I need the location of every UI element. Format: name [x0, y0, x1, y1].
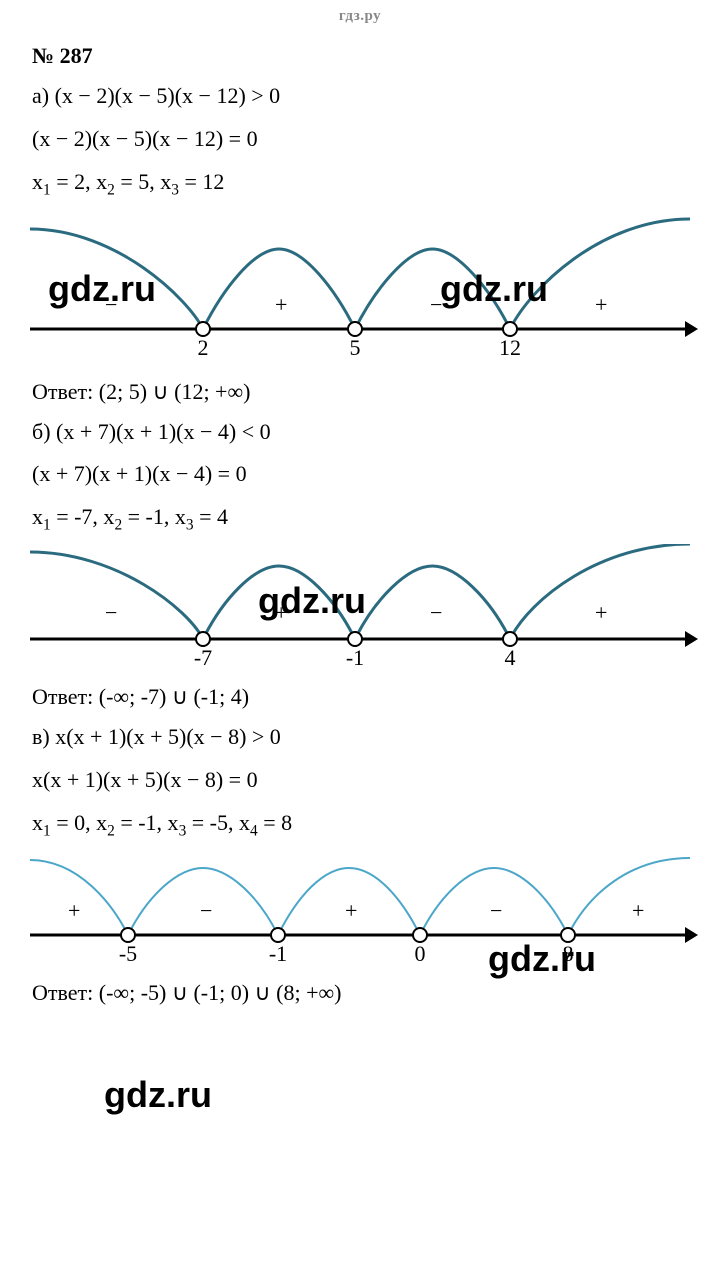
sign-label: +	[68, 898, 80, 924]
sign-label: +	[632, 898, 644, 924]
sign-label: −	[490, 898, 502, 924]
answer-b: Ответ: (-∞; -7) ∪ (-1; 4)	[32, 684, 720, 710]
axis-tick-label: -1	[269, 941, 287, 967]
sign-label: −	[105, 292, 117, 318]
part-b-roots: x1 = -7, x2 = -1, x3 = 4	[32, 502, 720, 536]
axis-tick-label: -5	[119, 941, 137, 967]
axis-tick-label: 0	[415, 941, 426, 967]
part-c-inequality: в) x(x + 1)(x + 5)(x − 8) > 0	[32, 722, 720, 753]
sign-label: −	[200, 898, 212, 924]
axis-tick-label: 4	[505, 645, 516, 671]
sign-chart-a: − + − +2 5 12	[20, 209, 700, 369]
part-b-inequality: б) (x + 7)(x + 1)(x − 4) < 0	[32, 417, 720, 448]
answer-a: Ответ: (2; 5) ∪ (12; +∞)	[32, 379, 720, 405]
sign-label: −	[430, 600, 442, 626]
part-b-equation: (x + 7)(x + 1)(x − 4) = 0	[32, 459, 720, 490]
sign-label: +	[595, 292, 607, 318]
sign-label: −	[430, 292, 442, 318]
part-a-equation: (x − 2)(x − 5)(x − 12) = 0	[32, 124, 720, 155]
sign-chart-b: − + − + -7 -1 4	[20, 544, 700, 674]
axis-tick-label: 12	[499, 335, 521, 361]
sign-label: +	[275, 292, 287, 318]
axis-tick-label: 8	[563, 941, 574, 967]
part-c-equation: x(x + 1)(x + 5)(x − 8) = 0	[32, 765, 720, 796]
sign-label: +	[275, 600, 287, 626]
axis-tick-label: 2	[198, 335, 209, 361]
sign-chart-c: + − + − + -5 -1 0 8	[20, 850, 700, 970]
axis-tick-label: -1	[346, 645, 364, 671]
axis-tick-label: -7	[194, 645, 212, 671]
sign-label: +	[345, 898, 357, 924]
axis-tick-label: 5	[350, 335, 361, 361]
sign-label: +	[595, 600, 607, 626]
site-header: гдз.ру	[0, 0, 720, 25]
part-a-inequality: а) (x − 2)(x − 5)(x − 12) > 0	[32, 81, 720, 112]
sign-label: −	[105, 600, 117, 626]
answer-c: Ответ: (-∞; -5) ∪ (-1; 0) ∪ (8; +∞)	[32, 980, 720, 1006]
page: гдз.ру № 287 а) (x − 2)(x − 5)(x − 12) >…	[0, 0, 720, 1269]
watermark: gdz.ru	[104, 1074, 212, 1116]
part-a-roots: x1 = 2, x2 = 5, x3 = 12	[32, 167, 720, 201]
part-c-roots: x1 = 0, x2 = -1, x3 = -5, x4 = 8	[32, 808, 720, 842]
problem-number: № 287	[32, 43, 720, 69]
